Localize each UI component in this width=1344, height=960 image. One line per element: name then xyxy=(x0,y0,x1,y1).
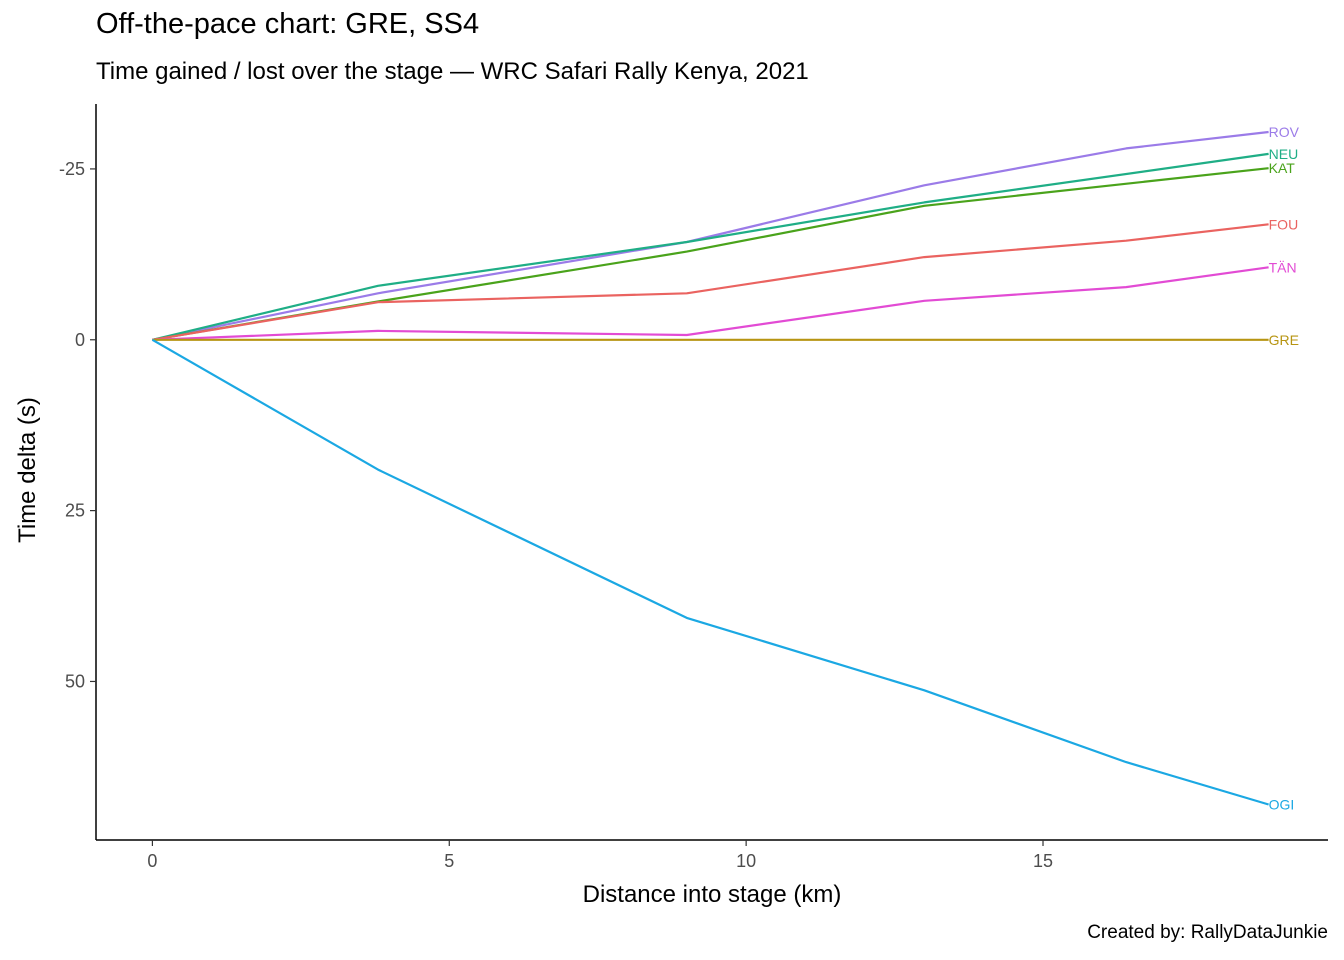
x-tick-label: 5 xyxy=(444,851,454,871)
series-line-tän xyxy=(152,266,1269,341)
y-tick-label: 50 xyxy=(65,671,85,691)
y-tick-label: 0 xyxy=(75,330,85,350)
series-line-neu xyxy=(152,152,1269,341)
chart-subtitle: Time gained / lost over the stage — WRC … xyxy=(96,58,809,85)
series-label-kat: KAT xyxy=(1269,160,1296,176)
series-line-fou xyxy=(152,223,1269,341)
chart-caption: Created by: RallyDataJunkie xyxy=(1087,922,1328,943)
x-tick-label: 15 xyxy=(1033,851,1053,871)
axes: 0 5 10 15 -25 0 25 50 xyxy=(59,104,1328,871)
series-label-fou: FOU xyxy=(1269,216,1299,232)
series-label-gre: GRE xyxy=(1269,332,1299,348)
series-label-rov: ROV xyxy=(1269,124,1300,140)
y-axis-title: Time delta (s) xyxy=(14,397,41,543)
series-label-ogi: OGI xyxy=(1269,796,1295,812)
chart-title: Off-the-pace chart: GRE, SS4 xyxy=(96,8,480,40)
x-axis-title: Distance into stage (km) xyxy=(583,881,842,908)
series-label-neu: NEU xyxy=(1269,146,1299,162)
series-line-rov xyxy=(152,130,1269,341)
y-tick-label: 25 xyxy=(65,501,85,521)
series-line-ogi xyxy=(151,338,1269,806)
y-tick-label: -25 xyxy=(59,159,85,179)
series-line-kat xyxy=(152,167,1269,341)
x-tick-label: 10 xyxy=(736,851,756,871)
series-lines xyxy=(151,130,1269,806)
series-label-tän: TÄN xyxy=(1269,259,1297,275)
x-tick-label: 0 xyxy=(147,851,157,871)
